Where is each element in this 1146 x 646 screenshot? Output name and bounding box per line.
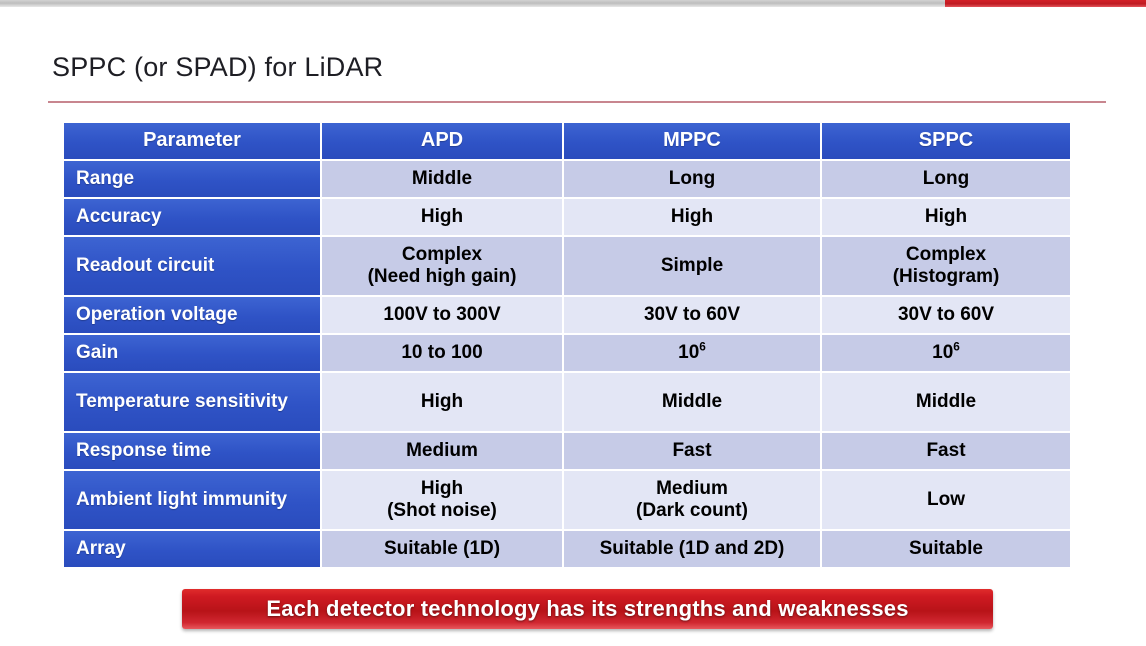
cell-mppc: 30V to 60V: [564, 297, 820, 333]
cell-line-primary: High: [924, 205, 968, 227]
top-gray-strip: [0, 0, 1146, 7]
row-header-gain: Gain: [64, 335, 320, 371]
cell-line-primary: Suitable (1D): [383, 537, 501, 559]
cell-mppc: Fast: [564, 433, 820, 469]
cell-sppc: Low: [822, 471, 1070, 529]
cell-apd: 10 to 100: [322, 335, 562, 371]
row-header-accuracy: Accuracy: [64, 199, 320, 235]
cell-sppc: Fast: [822, 433, 1070, 469]
cell-sppc: Suitable: [822, 531, 1070, 567]
cell-line-secondary: (Histogram): [892, 266, 1000, 287]
cell-sppc: 106: [822, 335, 1070, 371]
cell-mppc: Suitable (1D and 2D): [564, 531, 820, 567]
cell-apd: High: [322, 373, 562, 431]
cell-apd: Middle: [322, 161, 562, 197]
cell-line-primary: Long: [668, 167, 716, 189]
cell-apd: High (Shot noise): [322, 471, 562, 529]
cell-mppc: Simple: [564, 237, 820, 295]
cell-line-secondary: (Need high gain): [367, 266, 517, 287]
cell-line-primary: Low: [927, 488, 965, 510]
cell-sppc: Long: [822, 161, 1070, 197]
row-header-temperature-sensitivity: Temperature sensitivity: [64, 373, 320, 431]
cell-line-primary: 10 to 100: [401, 341, 483, 363]
cell-line-primary: Middle: [661, 390, 723, 412]
cell-line-primary: Medium: [656, 477, 728, 499]
table-body: Range Middle Long Long Accuracy High High High R…: [64, 161, 1070, 567]
table-row: Response time Medium Fast Fast: [64, 433, 1070, 469]
cell-line-primary: Complex: [905, 243, 987, 265]
cell-line-primary: 106: [932, 340, 960, 363]
cell-line-secondary: (Shot noise): [387, 500, 497, 521]
cell-line-primary: High: [420, 477, 464, 499]
cell-line-primary: Simple: [660, 254, 724, 276]
title-divider: [48, 101, 1106, 103]
cell-line-primary: 100V to 300V: [383, 303, 501, 325]
cell-line-primary: 30V to 60V: [643, 303, 741, 325]
cell-mppc: Middle: [564, 373, 820, 431]
cell-line-primary: Suitable: [909, 537, 983, 559]
table-row: Operation voltage 100V to 300V 30V to 60V 3…: [64, 297, 1070, 333]
column-header-parameter: Parameter: [64, 123, 320, 159]
cell-sppc: High: [822, 199, 1070, 235]
table-header-row: Parameter APD MPPC SPPC: [64, 123, 1070, 159]
table-row: Array Suitable (1D) Suitable (1D and 2D) Su…: [64, 531, 1070, 567]
table-row: Temperature sensitivity High Middle Middle: [64, 373, 1070, 431]
column-header-mppc: MPPC: [564, 123, 820, 159]
cell-line-primary: Long: [922, 167, 970, 189]
cell-line-primary: Complex: [401, 243, 483, 265]
cell-line-primary: Middle: [915, 390, 977, 412]
row-header-range: Range: [64, 161, 320, 197]
row-header-readout-circuit: Readout circuit: [64, 237, 320, 295]
table-row: Readout circuit Complex (Need high gain) Si…: [64, 237, 1070, 295]
cell-apd: Suitable (1D): [322, 531, 562, 567]
table-row: Accuracy High High High: [64, 199, 1070, 235]
summary-banner: Each detector technology has its strengt…: [182, 589, 993, 629]
detector-comparison-table: Parameter APD MPPC SPPC Range Middle Long L…: [62, 121, 1072, 569]
cell-sppc: 30V to 60V: [822, 297, 1070, 333]
cell-mppc: 106: [564, 335, 820, 371]
cell-line-primary: Fast: [672, 439, 712, 461]
row-header-operation-voltage: Operation voltage: [64, 297, 320, 333]
cell-exponent: 6: [699, 340, 706, 354]
column-header-sppc: SPPC: [822, 123, 1070, 159]
cell-line-primary: Middle: [411, 167, 473, 189]
cell-apd: Medium: [322, 433, 562, 469]
row-header-response-time: Response time: [64, 433, 320, 469]
cell-line-primary: Medium: [406, 439, 478, 461]
table-row: Ambient light immunity High (Shot noise) Me…: [64, 471, 1070, 529]
table-row: Range Middle Long Long: [64, 161, 1070, 197]
cell-line-primary: High: [670, 205, 714, 227]
cell-apd: High: [322, 199, 562, 235]
column-header-apd: APD: [322, 123, 562, 159]
cell-line-primary: Fast: [926, 439, 966, 461]
cell-mppc: Long: [564, 161, 820, 197]
table-row: Gain 10 to 100 106 106: [64, 335, 1070, 371]
row-header-array: Array: [64, 531, 320, 567]
cell-exponent: 6: [953, 340, 960, 354]
row-header-ambient-light-immunity: Ambient light immunity: [64, 471, 320, 529]
page-title: SPPC (or SPAD) for LiDAR: [52, 52, 384, 82]
cell-mppc: High: [564, 199, 820, 235]
summary-banner-text: Each detector technology has its strengt…: [266, 596, 909, 621]
cell-sppc: Complex (Histogram): [822, 237, 1070, 295]
cell-line-primary: Suitable (1D and 2D): [599, 537, 785, 559]
cell-line-secondary: (Dark count): [636, 500, 748, 521]
cell-apd: 100V to 300V: [322, 297, 562, 333]
cell-apd: Complex (Need high gain): [322, 237, 562, 295]
table-header: Parameter APD MPPC SPPC: [64, 123, 1070, 159]
top-red-strip: [945, 0, 1146, 7]
cell-sppc: Middle: [822, 373, 1070, 431]
cell-line-primary: High: [420, 390, 464, 412]
cell-line-primary: High: [420, 205, 464, 227]
comparison-table-container: Parameter APD MPPC SPPC Range Middle Long L…: [62, 121, 1070, 569]
cell-line-primary: 30V to 60V: [897, 303, 995, 325]
cell-line-primary: 106: [678, 340, 706, 363]
cell-mppc: Medium (Dark count): [564, 471, 820, 529]
